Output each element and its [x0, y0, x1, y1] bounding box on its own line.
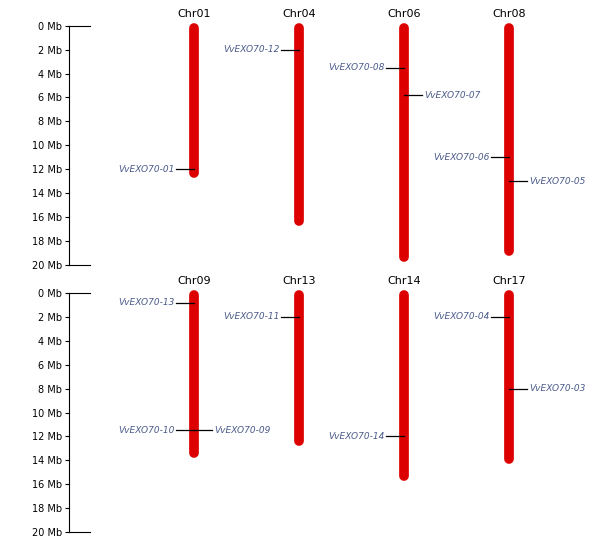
Text: VvEXO70-05: VvEXO70-05	[529, 176, 586, 186]
Text: Chr01: Chr01	[178, 9, 211, 19]
Text: VvEXO70-10: VvEXO70-10	[118, 426, 175, 435]
Text: Chr09: Chr09	[178, 276, 211, 287]
Text: VvEXO70-07: VvEXO70-07	[424, 90, 481, 100]
Text: VvEXO70-12: VvEXO70-12	[223, 45, 280, 54]
Text: Chr17: Chr17	[493, 276, 526, 287]
Text: VvEXO70-14: VvEXO70-14	[328, 432, 385, 441]
Text: VvEXO70-13: VvEXO70-13	[118, 298, 175, 307]
Text: Chr06: Chr06	[388, 9, 421, 19]
Text: VvEXO70-06: VvEXO70-06	[433, 153, 490, 162]
Text: Chr14: Chr14	[388, 276, 421, 287]
Text: VvEXO70-01: VvEXO70-01	[118, 164, 175, 174]
Text: Chr13: Chr13	[283, 276, 316, 287]
Text: VvEXO70-04: VvEXO70-04	[433, 313, 490, 321]
Text: Chr08: Chr08	[493, 9, 526, 19]
Text: Chr04: Chr04	[283, 9, 316, 19]
Text: VvEXO70-11: VvEXO70-11	[223, 313, 280, 321]
Text: VvEXO70-08: VvEXO70-08	[328, 63, 385, 72]
Text: VvEXO70-09: VvEXO70-09	[214, 426, 271, 435]
Text: VvEXO70-03: VvEXO70-03	[529, 384, 586, 393]
